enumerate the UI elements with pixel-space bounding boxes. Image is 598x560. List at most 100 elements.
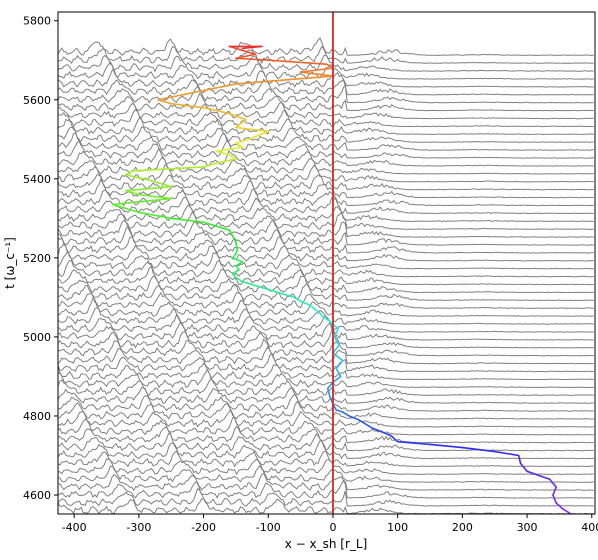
trajectory-segment [125, 174, 153, 182]
stacked-profile-line [58, 132, 594, 151]
trajectory-segment [235, 241, 239, 251]
stacked-profile-line [58, 425, 594, 444]
trajectory-segment [157, 83, 237, 101]
stacked-profile-line [58, 479, 594, 500]
stacked-profile-line [58, 196, 594, 215]
trajectory-segment [335, 367, 342, 378]
x-tick-label: 400 [581, 521, 598, 534]
trajectory-segment [235, 53, 257, 60]
trajectory-segment [493, 450, 520, 457]
stacked-profile-line [58, 83, 594, 104]
stacked-profile-line [58, 250, 594, 270]
trajectory-segment [555, 502, 564, 510]
trajectory-segment [396, 440, 431, 446]
stacked-profile-line [58, 432, 594, 452]
trajectory-segment [332, 344, 341, 354]
trajectory-segment [202, 162, 218, 168]
x-tick-label: 300 [517, 521, 538, 534]
stacked-profile-line [58, 368, 594, 389]
trajectory-segment [138, 211, 173, 220]
stacked-profile-line [58, 440, 594, 460]
stacked-profile-line [58, 464, 594, 483]
stacked-profile-line [58, 259, 594, 278]
trajectory-segment [319, 312, 325, 318]
trajectory-segment [125, 185, 173, 192]
trajectory-segment [358, 419, 373, 429]
stacked-profile-line [58, 243, 594, 262]
plot-frame [57, 11, 596, 515]
stacked-profile-line [58, 346, 594, 365]
y-axis-label: t [ω_c⁻¹] [3, 237, 17, 289]
trajectory-segment [235, 57, 270, 62]
trajectory-segment [299, 71, 334, 77]
trajectory-segment [332, 351, 344, 362]
stacked-profile-line [58, 69, 594, 88]
trajectory-segment [125, 189, 140, 196]
y-tick-label: 5800 [23, 15, 51, 28]
stacked-profile-line [58, 283, 594, 302]
trajectory-segment [517, 454, 522, 465]
trajectory-segment [235, 261, 244, 267]
x-tick-label: -400 [62, 521, 87, 534]
x-tick-label: -300 [126, 521, 151, 534]
trajectory-segment [228, 229, 237, 243]
trajectory-segment [390, 434, 399, 443]
trajectory-segment [131, 166, 205, 172]
trajectory-segment [228, 154, 237, 160]
stacked-profile-line [58, 92, 594, 112]
stacked-profile-line [58, 211, 594, 230]
trajectory-segment [231, 257, 244, 263]
x-tick-label: 200 [452, 521, 473, 534]
stacked-profile-line [58, 320, 594, 341]
stacked-profile-line [58, 353, 594, 373]
stacked-profiles [58, 37, 594, 514]
stacked-profile-line [58, 61, 594, 80]
trajectory-segment [202, 221, 231, 231]
stacked-profile-line [58, 275, 594, 294]
stacked-profile-line [58, 458, 594, 476]
trajectory-segment [215, 158, 237, 164]
x-tick-label: 0 [329, 521, 336, 534]
stacked-profile-line [58, 291, 594, 310]
x-axis: -400 -300 -200 -100 0 100 200 300 400 [62, 514, 598, 534]
trajectory-segment [231, 253, 237, 259]
trajectory-segment [348, 415, 360, 421]
y-tick-label: 5000 [23, 331, 51, 344]
stacked-profile-line [58, 188, 594, 207]
trajectory-segment [235, 75, 334, 85]
trajectory-segment [151, 179, 173, 188]
trajectory-segment [235, 118, 247, 129]
trajectory-segment [299, 300, 312, 307]
stacked-profile-line [58, 393, 594, 412]
trajectory-segment [333, 336, 341, 346]
trajectory-segment [170, 102, 205, 109]
trajectory-segment [138, 193, 173, 200]
y-axis: 4600 4800 5000 5200 5400 5600 5800 [23, 15, 58, 502]
trajectory-segment [280, 292, 295, 299]
stacked-profile-line [58, 362, 594, 381]
trajectory-segment [325, 63, 334, 69]
stacked-profile-line [58, 487, 594, 507]
trajectory-segment [309, 304, 316, 311]
trajectory-segment [157, 98, 173, 105]
x-tick-label: -100 [256, 521, 281, 534]
stacked-profile-line [58, 225, 594, 246]
trajectory-segment [461, 446, 496, 453]
trajectory-segment [235, 276, 244, 283]
trajectory-segment [335, 409, 344, 413]
trajectory-segment [202, 106, 231, 115]
y-tick-label: 4800 [23, 410, 51, 423]
trajectory-segment [112, 203, 140, 214]
trajectory-segment [241, 45, 263, 50]
x-tick-label: 100 [387, 521, 408, 534]
x-axis-label: x − x_sh [r_L] [285, 537, 368, 551]
stacked-profile-line [58, 297, 594, 317]
stacked-profile-line [58, 401, 594, 420]
trajectory-segment [228, 112, 247, 121]
stacked-profile-line [58, 328, 594, 349]
trajectory-segment [326, 387, 331, 398]
y-tick-label: 4600 [23, 489, 51, 502]
trajectory-segment [248, 130, 270, 141]
stacked-profile-line [58, 236, 594, 254]
